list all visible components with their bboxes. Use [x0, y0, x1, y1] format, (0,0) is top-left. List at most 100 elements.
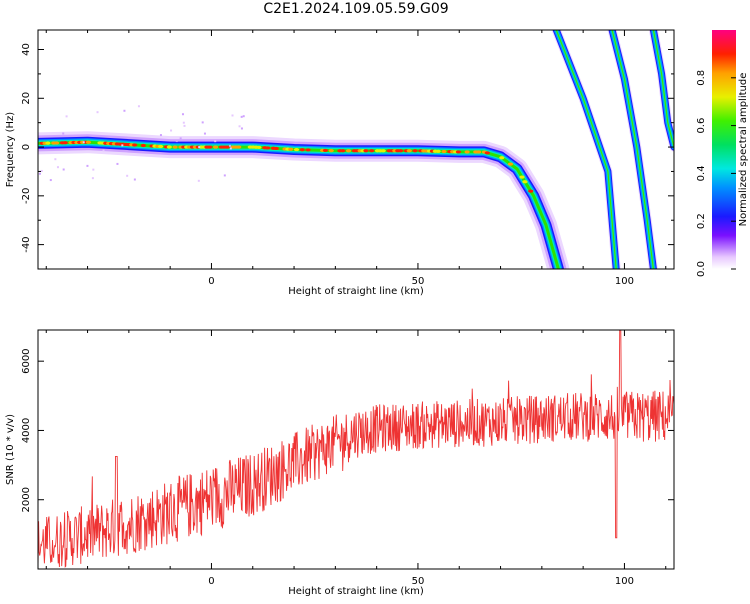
plot-frame [37, 329, 675, 570]
heatmap-peak [224, 145, 230, 149]
speckle [38, 172, 41, 175]
colorbar-tick-label: 0.6 [696, 118, 707, 134]
speckle [137, 105, 140, 108]
heatmap-peak [256, 145, 262, 150]
heatmap-peak [398, 149, 404, 153]
heatmap-peak [476, 150, 482, 154]
heatmap-peak [455, 150, 462, 154]
heatmap-speckles [38, 105, 245, 182]
speckle [175, 140, 178, 143]
speckle [231, 114, 234, 117]
speckle [123, 109, 126, 112]
heatmap-peak [369, 149, 375, 153]
heatmap-peak [132, 143, 138, 147]
heatmap-peak [464, 150, 470, 154]
speckle [170, 129, 173, 132]
speckle [240, 127, 243, 130]
speckle [198, 146, 201, 149]
speckle [62, 132, 65, 135]
speckle [40, 169, 43, 172]
heatmap-peak [345, 149, 352, 153]
heatmap-peak [212, 145, 219, 149]
x-tick-label: 0 [208, 276, 214, 287]
heatmap-peak [45, 141, 51, 145]
heatmap-peak [406, 149, 412, 153]
y-tick-label: 40 [21, 43, 32, 56]
y-tick-label: 0 [21, 144, 32, 150]
speckle [54, 158, 57, 161]
heatmap-peak [53, 141, 60, 145]
speckle [159, 134, 162, 137]
y-axis-label: Frequency (Hz) [5, 112, 16, 188]
speckle [201, 121, 204, 124]
chart-title: C2E1.2024.109.05.59.G09 [263, 1, 449, 17]
speckle [56, 166, 59, 169]
heatmap-peak [528, 189, 534, 193]
heatmap-peak [288, 147, 294, 151]
colorbar [712, 30, 736, 269]
speckle [126, 174, 129, 177]
heatmap-band [553, 30, 619, 269]
colorbar-tick-label: 0.0 [696, 261, 707, 277]
heatmap-peak [412, 149, 418, 153]
heatmap-band [38, 131, 570, 269]
y-axis-label: SNR (10 * v/v) [5, 414, 16, 485]
x-tick-label: 100 [615, 576, 634, 587]
speckle [49, 179, 52, 182]
heatmap-peak [522, 180, 528, 184]
heatmap-band [555, 30, 617, 269]
heatmap-peak [293, 147, 300, 152]
speckle [242, 115, 245, 118]
heatmap-peak [172, 145, 178, 149]
heatmap-band [551, 30, 621, 269]
speckle [240, 115, 243, 118]
heatmap-band [555, 30, 618, 269]
speckle [214, 140, 217, 143]
heatmap-peak [435, 149, 441, 153]
speckle [181, 113, 184, 116]
speckle [116, 162, 119, 165]
heatmap-traces [38, 30, 674, 269]
x-axis-label: Height of straight line (km) [288, 286, 424, 297]
speckle [182, 121, 185, 124]
y-tick-label: 20 [21, 92, 32, 105]
x-tick-label: 50 [412, 276, 425, 287]
speckle [102, 149, 105, 152]
speckle [82, 141, 85, 144]
heatmap-trace [38, 131, 570, 269]
speckle [91, 177, 94, 180]
heatmap-trace [648, 30, 674, 152]
heatmap-peak [299, 148, 305, 152]
speckle [133, 178, 136, 181]
speckle [86, 164, 89, 167]
speckle [183, 124, 186, 127]
x-tick-label: 50 [412, 576, 425, 587]
speckle [96, 111, 99, 114]
heatmap-peak [363, 149, 369, 153]
heatmap-band [552, 30, 620, 269]
heatmap-peak [265, 146, 271, 150]
colorbar-tick-label: 0.2 [696, 213, 707, 229]
speckle [229, 147, 232, 150]
x-tick-label: 100 [615, 276, 634, 287]
snr-line [38, 330, 674, 569]
heatmap-band [652, 30, 674, 148]
heatmap-peak [380, 149, 386, 153]
heatmap-peak [140, 143, 146, 148]
heatmap-peak [519, 175, 525, 179]
heatmap-peak [273, 146, 279, 151]
speckle [65, 115, 68, 118]
colorbar-label: Normalized spectral amplitude [738, 73, 749, 227]
heatmap-peak [62, 141, 68, 145]
heatmap-trace [607, 30, 658, 269]
heatmap-peak [305, 148, 311, 152]
speckle [228, 144, 231, 147]
x-axis-label: Height of straight line (km) [288, 586, 424, 597]
colorbar-tick-label: 0.4 [696, 165, 707, 181]
speckle [62, 168, 65, 171]
y-tick-label: 2000 [21, 487, 32, 512]
speckle [179, 137, 182, 140]
heatmap-trace [551, 30, 621, 269]
